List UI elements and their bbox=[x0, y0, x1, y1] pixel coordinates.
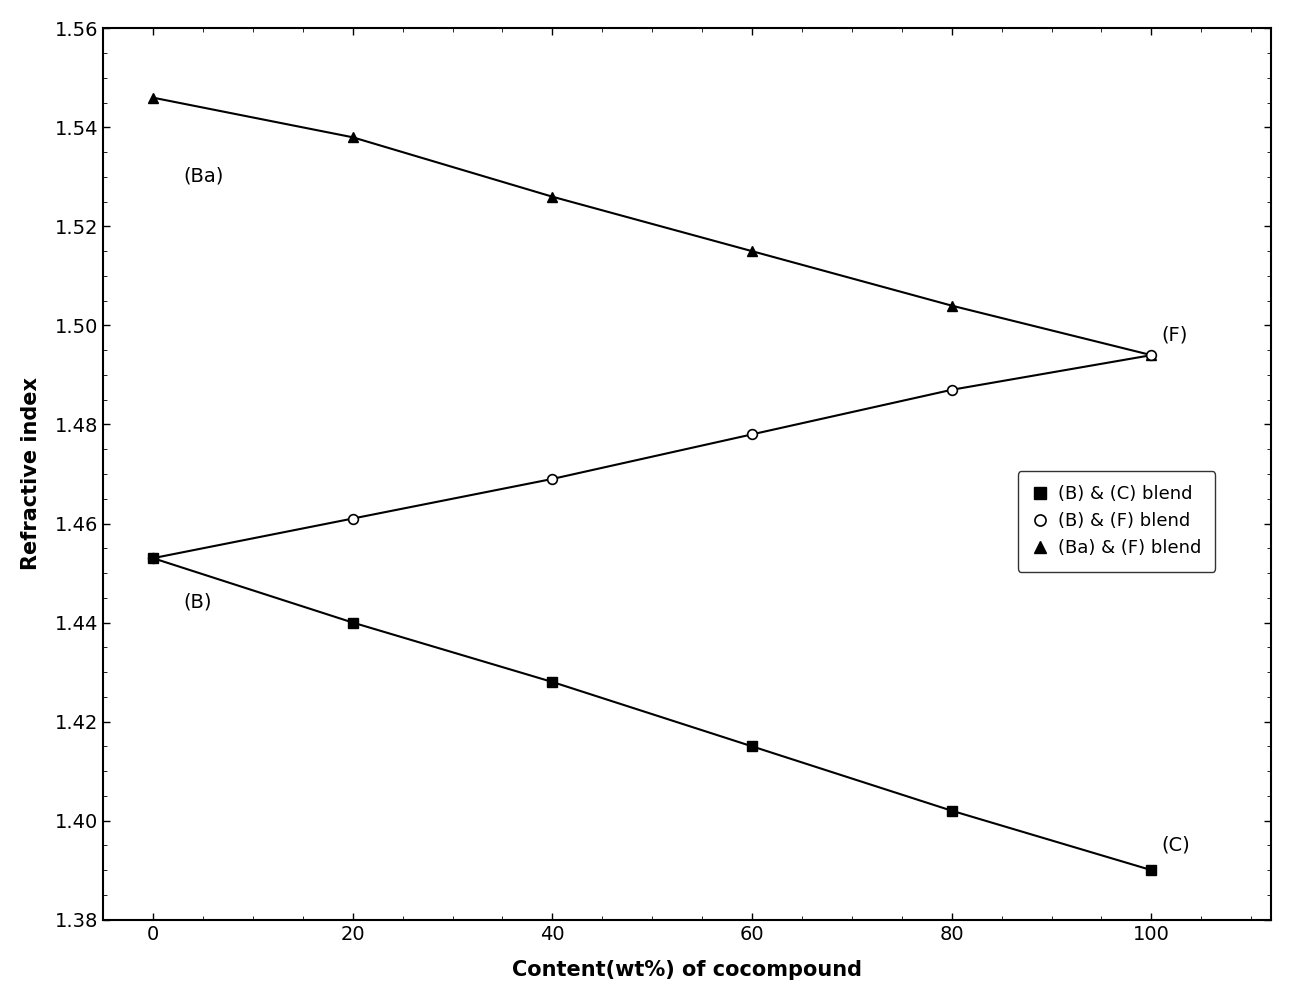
Text: (F): (F) bbox=[1162, 325, 1187, 344]
(B) & (C) blend bbox=[545, 676, 561, 688]
(Ba) & (F) blend bbox=[345, 131, 360, 143]
(B) & (F) blend bbox=[1143, 349, 1159, 361]
(Ba) & (F) blend bbox=[545, 190, 561, 202]
(Ba) & (F) blend bbox=[744, 245, 760, 257]
Line: (B) & (C) blend: (B) & (C) blend bbox=[149, 554, 1156, 875]
Y-axis label: Refractive index: Refractive index bbox=[21, 377, 41, 571]
(Ba) & (F) blend bbox=[1143, 349, 1159, 361]
(B) & (C) blend bbox=[1143, 864, 1159, 876]
X-axis label: Content(wt%) of cocompound: Content(wt%) of cocompound bbox=[512, 960, 862, 980]
(B) & (F) blend bbox=[744, 428, 760, 440]
(B) & (C) blend bbox=[345, 617, 360, 629]
(B) & (C) blend bbox=[744, 741, 760, 753]
(B) & (F) blend bbox=[345, 513, 360, 525]
Legend: (B) & (C) blend, (B) & (F) blend, (Ba) & (F) blend: (B) & (C) blend, (B) & (F) blend, (Ba) &… bbox=[1018, 471, 1216, 572]
(B) & (C) blend bbox=[944, 805, 960, 817]
Text: (B): (B) bbox=[183, 593, 212, 612]
Line: (B) & (F) blend: (B) & (F) blend bbox=[149, 350, 1156, 563]
(Ba) & (F) blend bbox=[145, 92, 160, 104]
Line: (Ba) & (F) blend: (Ba) & (F) blend bbox=[149, 93, 1156, 360]
(Ba) & (F) blend bbox=[944, 299, 960, 311]
Text: (C): (C) bbox=[1162, 835, 1190, 854]
Text: (Ba): (Ba) bbox=[183, 167, 224, 186]
(B) & (F) blend bbox=[545, 472, 561, 484]
(B) & (F) blend bbox=[944, 383, 960, 395]
(B) & (F) blend bbox=[145, 553, 160, 565]
(B) & (C) blend bbox=[145, 553, 160, 565]
